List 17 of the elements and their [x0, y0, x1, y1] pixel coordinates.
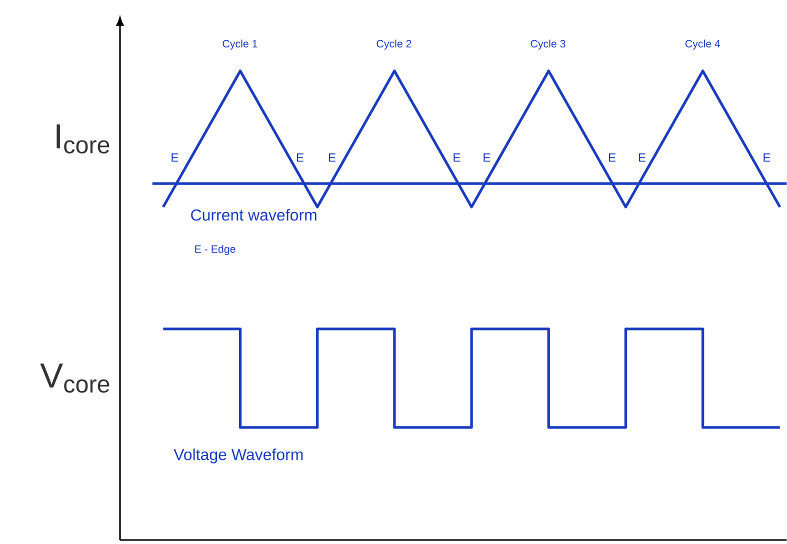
annotation: E [764, 153, 770, 162]
annotation: E [608, 153, 616, 162]
annotation: E [638, 153, 646, 162]
text: Cycle 4 [685, 40, 720, 50]
text: I$_{core}$ [56, 124, 110, 154]
text: Cycle 2 [376, 40, 412, 50]
annotation: E [454, 153, 460, 162]
annotation: E - Edge [195, 245, 236, 255]
text: Cycle 1 [222, 40, 258, 50]
annotation: E [484, 153, 490, 162]
annotation: Voltage Waveform [174, 448, 303, 464]
annotation: E [328, 153, 336, 162]
text: Cycle 3 [530, 40, 566, 50]
annotation: E [172, 153, 178, 162]
annotation: Current waveform [191, 208, 316, 221]
annotation: E [296, 153, 304, 162]
series-label: V$_{core}$ [40, 364, 110, 393]
